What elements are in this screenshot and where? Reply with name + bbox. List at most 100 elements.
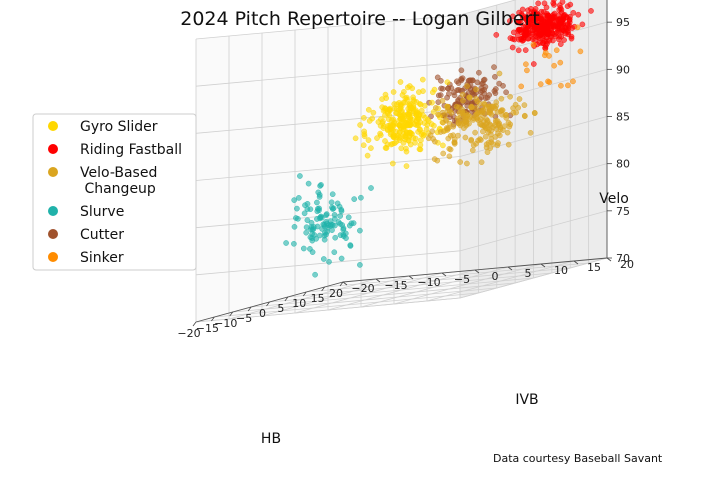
data-point — [368, 185, 374, 191]
y-tick-mark — [441, 272, 447, 277]
data-point — [516, 27, 523, 34]
data-point — [397, 105, 404, 112]
data-point — [444, 94, 450, 101]
data-point — [543, 4, 550, 11]
data-point — [579, 21, 586, 28]
legend-label: Cutter — [80, 227, 124, 243]
data-point — [588, 8, 594, 14]
data-point — [510, 29, 517, 36]
data-point — [566, 16, 573, 23]
data-point — [491, 64, 497, 70]
x-tick-mark — [247, 306, 252, 312]
data-point — [549, 30, 556, 37]
grid-line-z-back — [459, 257, 608, 299]
data-point — [314, 216, 320, 222]
x-tick-mark — [229, 311, 234, 317]
data-point — [437, 92, 444, 98]
data-point — [357, 262, 363, 268]
data-point — [551, 14, 557, 20]
data-point — [478, 159, 485, 165]
data-point — [314, 199, 320, 206]
grid-line-z-back — [459, 0, 517, 16]
legend-label: Velo-Based Changeup — [80, 165, 157, 197]
legend-marker — [48, 121, 58, 131]
z-tick-label: 95 — [616, 16, 630, 29]
x-tick-label: −15 — [196, 322, 219, 335]
data-point — [478, 85, 485, 91]
data-point — [558, 82, 564, 89]
data-point — [513, 109, 519, 116]
data-point — [482, 95, 489, 101]
data-point — [497, 108, 504, 115]
data-point — [323, 211, 330, 217]
data-point — [493, 32, 500, 38]
data-point — [440, 150, 447, 157]
data-point — [509, 13, 516, 20]
data-point — [516, 9, 522, 16]
data-point — [427, 132, 434, 139]
x-tick-label: 5 — [277, 302, 284, 315]
data-point — [316, 191, 323, 198]
data-point — [507, 18, 513, 24]
data-point — [440, 142, 446, 149]
data-point — [365, 137, 372, 143]
data-point — [454, 115, 461, 122]
data-point — [446, 108, 453, 114]
data-point — [473, 105, 479, 112]
data-point — [490, 141, 497, 147]
data-point — [531, 110, 538, 116]
data-point — [467, 94, 473, 101]
grid-line-z-back — [459, 163, 608, 205]
data-point — [380, 118, 386, 125]
data-point — [458, 76, 465, 82]
data-point — [329, 191, 336, 197]
data-point — [347, 243, 354, 249]
data-point — [551, 62, 557, 69]
data-point — [503, 89, 509, 96]
legend-marker — [48, 206, 58, 216]
data-point — [389, 160, 396, 167]
x-tick-label: 10 — [292, 297, 306, 310]
grid-line-y-floor — [228, 278, 377, 320]
y-tick-label: 10 — [554, 264, 568, 277]
data-point — [328, 199, 335, 206]
grid-line-y-floor — [426, 260, 575, 302]
x-tick-label: 15 — [311, 292, 325, 305]
data-point — [357, 122, 363, 128]
data-point — [379, 104, 386, 110]
data-point — [493, 99, 500, 106]
legend-marker — [48, 252, 58, 262]
data-point — [389, 140, 396, 147]
data-point — [567, 1, 574, 8]
data-point — [301, 210, 308, 217]
data-point — [339, 222, 346, 228]
data-point — [294, 205, 300, 212]
data-point — [481, 101, 488, 108]
data-point — [438, 85, 444, 92]
data-point — [370, 109, 377, 116]
data-point — [340, 226, 347, 233]
data-point — [304, 217, 311, 223]
data-point — [439, 97, 446, 104]
data-point — [519, 6, 526, 13]
y-tick-mark — [507, 266, 513, 271]
data-point — [403, 129, 410, 135]
data-point — [283, 240, 289, 246]
data-point — [431, 156, 438, 162]
legend: Gyro Slider Riding Fastball Velo-Based Cha… — [32, 113, 197, 271]
x-tick-mark — [192, 321, 197, 327]
data-point — [388, 117, 395, 123]
data-point — [406, 83, 413, 89]
data-point — [314, 208, 321, 215]
x-tick-mark — [284, 296, 289, 302]
data-point — [509, 44, 516, 51]
z-tick-label: 70 — [616, 252, 630, 265]
data-point — [577, 48, 584, 55]
data-point — [565, 82, 571, 89]
data-point — [397, 79, 404, 85]
x-tick-label: 20 — [329, 287, 343, 300]
data-point — [291, 223, 298, 230]
data-point — [295, 215, 301, 222]
data-point — [570, 78, 576, 85]
data-point — [360, 142, 367, 148]
